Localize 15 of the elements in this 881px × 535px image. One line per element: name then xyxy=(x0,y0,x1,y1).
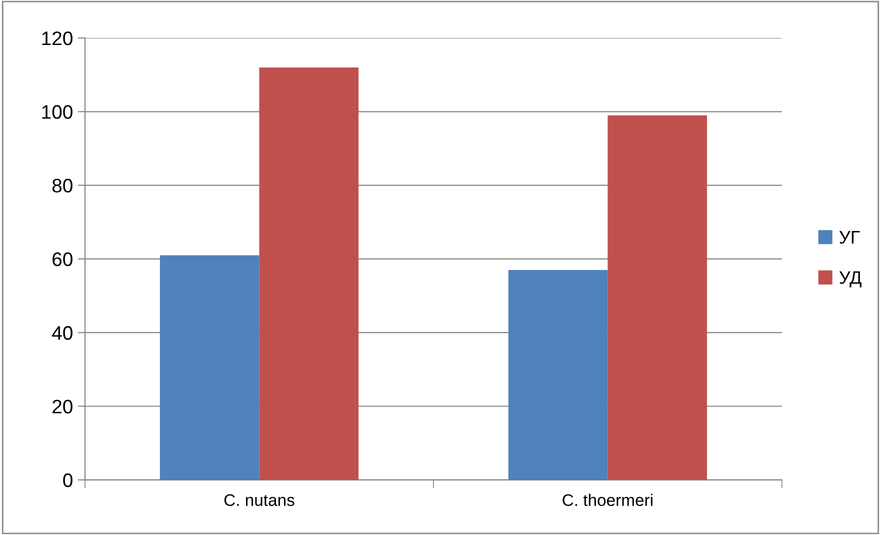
bar xyxy=(508,270,608,480)
legend-label: УГ xyxy=(839,231,860,244)
x-tick-label: C. nutans xyxy=(224,494,294,506)
legend-label: УД xyxy=(839,271,862,288)
y-tick-label: 0 xyxy=(63,473,72,488)
y-tick-label: 60 xyxy=(52,252,72,266)
y-tick-label: 80 xyxy=(52,178,72,193)
y-tick-label: 20 xyxy=(52,400,72,414)
bar xyxy=(160,255,260,480)
bar xyxy=(608,115,707,480)
y-tick-label: 40 xyxy=(52,326,72,340)
x-tick-label: C. thoermeri xyxy=(562,494,652,506)
y-tick-label: 120 xyxy=(42,31,72,46)
bar xyxy=(259,67,359,480)
y-tick-label: 100 xyxy=(42,105,72,119)
